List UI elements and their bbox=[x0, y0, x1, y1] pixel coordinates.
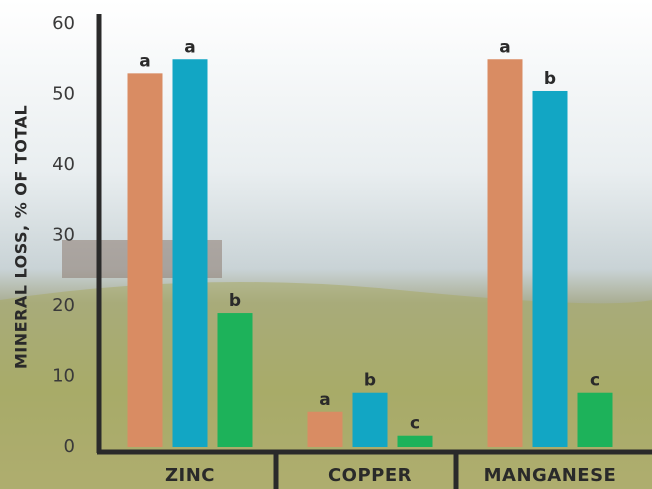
bar-letter: c bbox=[590, 371, 600, 391]
page: {"chart_data": {"type": "bar", "y_label"… bbox=[0, 0, 652, 489]
bar bbox=[533, 91, 568, 447]
bar bbox=[308, 412, 343, 447]
y-tick-label: 50 bbox=[52, 84, 75, 105]
bar bbox=[398, 436, 433, 447]
y-axis-label: MINERAL LOSS, % OF TOTAL bbox=[12, 105, 31, 369]
x-tick-label: ZINC bbox=[165, 465, 215, 486]
bar-letter: b bbox=[544, 69, 556, 89]
bar-letter: a bbox=[499, 37, 510, 57]
y-tick-label: 10 bbox=[52, 366, 75, 387]
bar-letter: b bbox=[229, 291, 241, 311]
bar-letter: b bbox=[364, 371, 376, 391]
bar-letter: a bbox=[319, 390, 330, 410]
y-tick-label: 0 bbox=[64, 436, 75, 457]
chart: MINERAL LOSS, % OF TOTAL 0 10 20 30 40 50 60 ZI… bbox=[0, 0, 652, 489]
bar bbox=[353, 393, 388, 447]
bar bbox=[218, 313, 253, 447]
bar bbox=[488, 59, 523, 447]
bar-letter: a bbox=[184, 37, 195, 57]
bar-letter: a bbox=[139, 51, 150, 71]
bar bbox=[128, 73, 163, 447]
bar bbox=[173, 59, 208, 447]
bar-letter: c bbox=[410, 414, 420, 434]
x-tick-label: COPPER bbox=[328, 465, 412, 486]
y-tick-label: 20 bbox=[52, 295, 75, 316]
y-tick-label: 60 bbox=[52, 13, 75, 34]
x-tick-label: MANGANESE bbox=[484, 465, 617, 486]
bar bbox=[578, 393, 613, 447]
y-tick-label: 30 bbox=[52, 225, 75, 246]
y-tick-label: 40 bbox=[52, 154, 75, 175]
